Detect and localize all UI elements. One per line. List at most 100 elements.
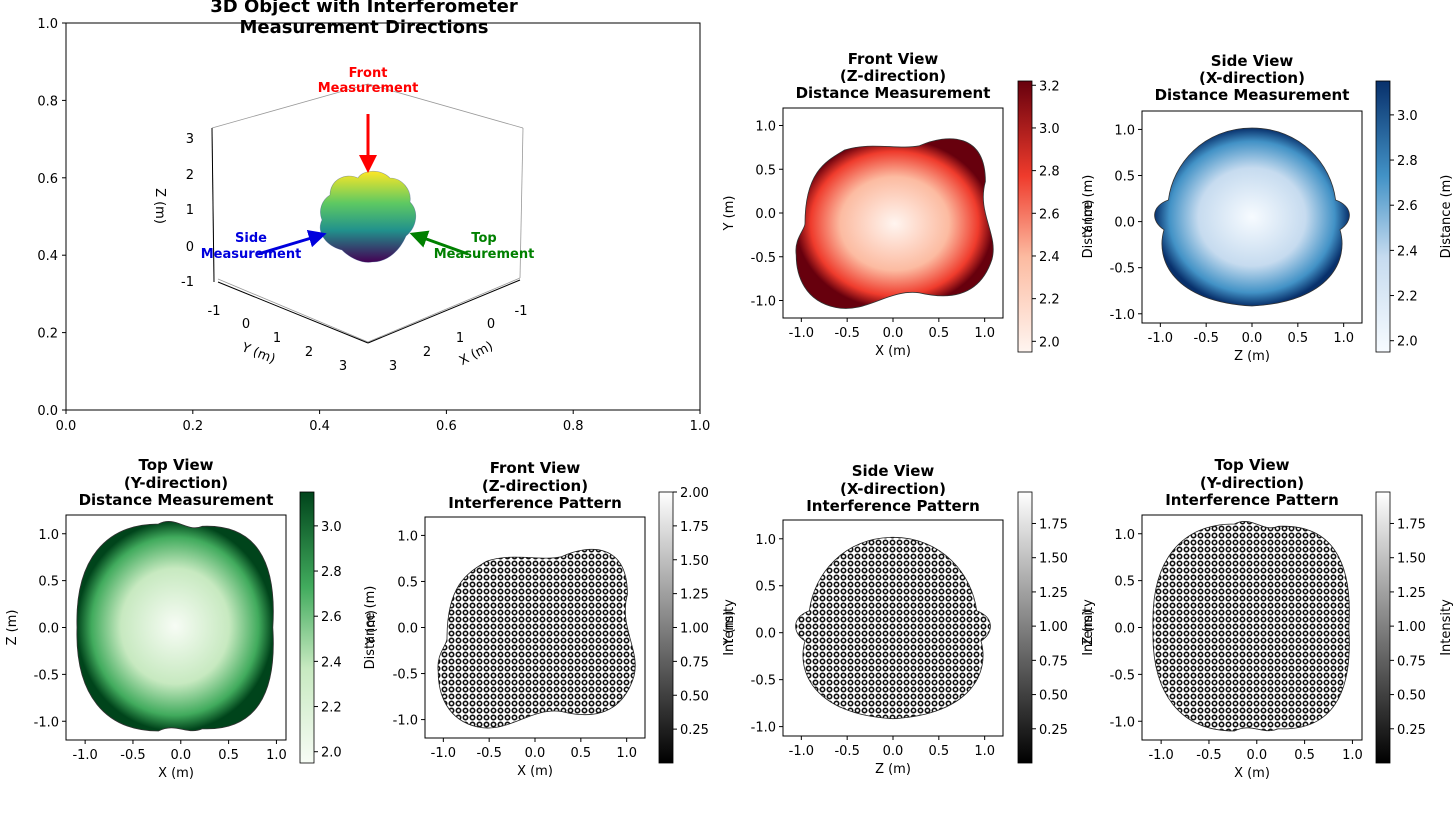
- chart-title: Top View: [138, 456, 213, 474]
- axes3d-edge: [211, 83, 369, 129]
- y-axis-label: Z (m): [1081, 610, 1096, 646]
- x-tick-label: -1.0: [1148, 331, 1173, 346]
- y-axis-label: Y (m): [1081, 200, 1096, 236]
- annotation-label: Top: [471, 231, 496, 246]
- x-tick-label: 0.5: [1294, 748, 1315, 763]
- x-axis-label: X (m): [875, 344, 911, 359]
- colorbar-tick-label: 0.75: [1039, 654, 1068, 669]
- chart-title: Top View: [1214, 456, 1289, 474]
- chart-title: Measurement Directions: [239, 17, 488, 38]
- x-tick-label: 0.5: [1287, 331, 1308, 346]
- x-tick-label: 1.0: [974, 326, 995, 341]
- y-tick-label: 0.5: [38, 575, 59, 590]
- panel-side-interference: Side View(X-direction)Interference Patte…: [722, 462, 1096, 777]
- chart-title: Distance Measurement: [796, 84, 991, 102]
- panel-front-distance: Front View(Z-direction)Distance Measurem…: [722, 50, 1096, 359]
- y-tick-label: 0.0: [37, 404, 58, 419]
- colorbar-tick-label: 2.6: [1039, 207, 1060, 222]
- colorbar-label: Intensity: [722, 599, 737, 656]
- y-tick-label: 1.0: [397, 529, 418, 544]
- y-tick-label: 0.0: [1114, 216, 1135, 231]
- x-tick-label: -1.0: [789, 744, 814, 759]
- y-tick-label: -0.5: [393, 668, 418, 683]
- colorbar-tick-label: 2.8: [321, 565, 342, 580]
- y-tick-label: 1.0: [755, 120, 776, 135]
- y-axis-label: Y (m): [722, 611, 737, 647]
- y-tick-label: 1.0: [38, 528, 59, 543]
- y-tick-label: 0.0: [397, 622, 418, 637]
- y-tick-label: -1.0: [1110, 308, 1135, 323]
- x-tick-label: 0.5: [570, 746, 591, 761]
- annotation-label: Front: [349, 66, 388, 81]
- x-tick-label: 0.2: [182, 419, 203, 434]
- y-tick-label: -0.5: [751, 674, 776, 689]
- colorbar-tick-label: 3.2: [1039, 79, 1060, 94]
- colorbar-tick-label: 1.25: [1397, 586, 1426, 601]
- x-tick-label: 1.0: [974, 744, 995, 759]
- y-tick-label: -1.0: [1110, 715, 1135, 730]
- x-tick-label: 1.0: [690, 419, 711, 434]
- z-tick-label: 3: [186, 132, 194, 147]
- chart-title: Front View: [848, 50, 939, 68]
- colorbar-tick-label: 0.50: [1039, 689, 1068, 704]
- x-tick-label: 0.0: [1246, 748, 1267, 763]
- 3d-surface: [320, 170, 417, 263]
- chart-title: (X-direction): [840, 480, 946, 498]
- y-axis-label: Y (m): [722, 196, 737, 232]
- y3d-tick-label: 1: [273, 331, 281, 346]
- colorbar-tick-label: 2.00: [680, 486, 709, 501]
- x-tick-label: 0.0: [883, 326, 904, 341]
- chart-title: Front View: [490, 459, 581, 477]
- colorbar-tick-label: 0.75: [680, 655, 709, 670]
- y-tick-label: 0.0: [755, 627, 776, 642]
- z-tick-label: 2: [186, 168, 194, 183]
- top-arrow: [409, 230, 469, 256]
- x-tick-label: 1.0: [1342, 748, 1363, 763]
- y-tick-label: -0.5: [1110, 668, 1135, 683]
- x-axis-label: X (m): [517, 764, 553, 779]
- chart-title: (Z-direction): [482, 477, 588, 495]
- axes3d-edge: [217, 278, 369, 343]
- x-tick-label: -1.0: [431, 746, 456, 761]
- y-tick-label: 0.5: [1114, 170, 1135, 185]
- z-tick-label: -1: [181, 275, 194, 290]
- colorbar-tick-label: 2.0: [321, 746, 342, 761]
- y-tick-label: 0.5: [755, 580, 776, 595]
- annotation-label: Measurement: [201, 247, 302, 262]
- x-tick-label: 0.4: [309, 419, 330, 434]
- axes3d-edge: [367, 83, 524, 129]
- y-tick-label: 0.6: [37, 172, 58, 187]
- colorbar-label: Distance (m): [1439, 175, 1454, 259]
- colorbar-tick-label: 2.4: [1039, 250, 1060, 265]
- colorbar-tick-label: 1.25: [1039, 586, 1068, 601]
- outer-axes-frame: [65, 22, 701, 411]
- y-tick-label: 0.5: [1114, 575, 1135, 590]
- colorbar-label: Distance (m): [1081, 175, 1096, 259]
- colorbar-tick-label: 3.0: [1397, 109, 1418, 124]
- y-tick-label: 0.0: [1114, 622, 1135, 637]
- y-tick-label: 0.0: [38, 622, 59, 637]
- x-tick-label: 1.0: [1333, 331, 1354, 346]
- x-axis-label: Z (m): [875, 762, 911, 777]
- heatmap-surface: [795, 138, 994, 309]
- x-tick-label: -0.5: [1196, 748, 1221, 763]
- y-tick-label: 0.4: [37, 249, 58, 264]
- colorbar-tick-label: 0.50: [680, 689, 709, 704]
- annotation-label: Measurement: [434, 247, 535, 262]
- y-axis-label: Y (m): [364, 610, 379, 646]
- y-tick-label: 1.0: [1114, 528, 1135, 543]
- axes3d-edge: [519, 127, 524, 279]
- colorbar-tick-label: 2.6: [1397, 199, 1418, 214]
- colorbar-tick-label: 1.50: [1039, 552, 1068, 567]
- y-tick-label: 0.8: [37, 94, 58, 109]
- colorbar-tick-label: 0.25: [680, 723, 709, 738]
- panel-side-distance: Side View(X-direction)Distance Measureme…: [1081, 52, 1454, 364]
- chart-title: Side View: [1211, 52, 1294, 70]
- x-tick-label: 0.5: [928, 326, 949, 341]
- x-tick-label: -0.5: [120, 748, 145, 763]
- colorbar-tick-label: 0.75: [1397, 654, 1426, 669]
- colorbar-tick-label: 0.25: [1039, 723, 1068, 738]
- colorbar-tick-label: 1.00: [1397, 620, 1426, 635]
- colorbar-tick-label: 0.25: [1397, 723, 1426, 738]
- x-tick-label: 0.5: [218, 748, 239, 763]
